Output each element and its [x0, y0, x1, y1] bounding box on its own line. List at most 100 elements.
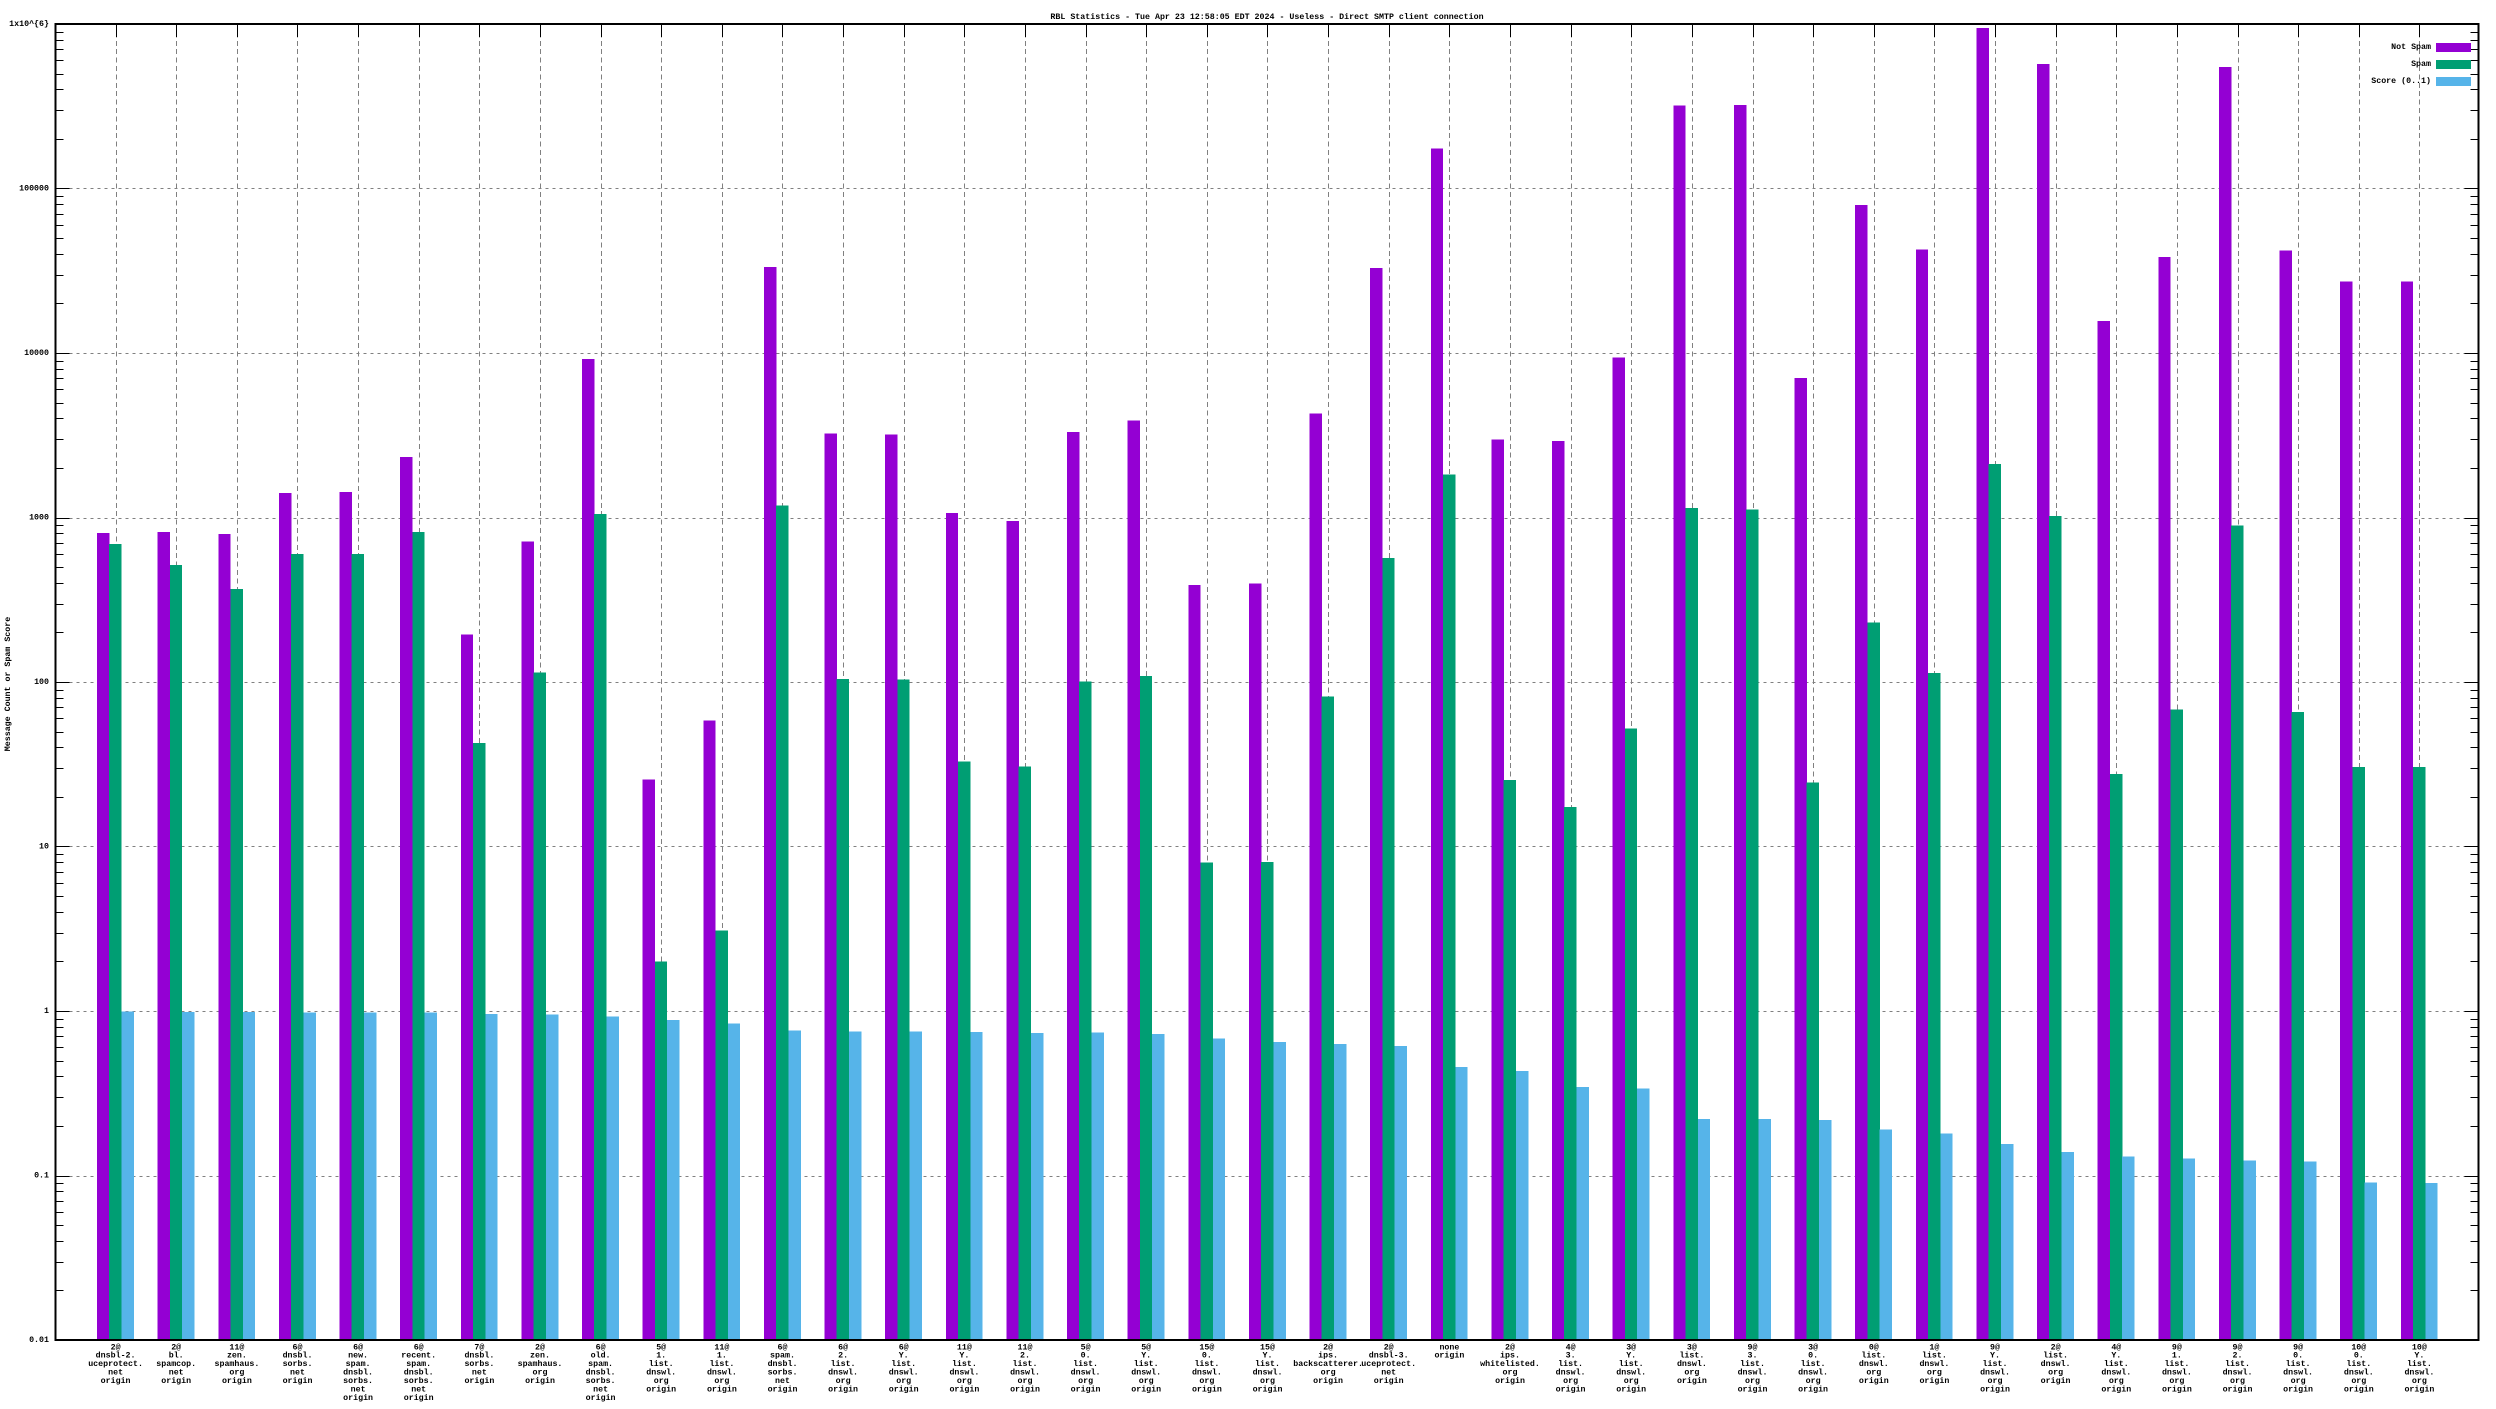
svg-text:origin: origin — [101, 1376, 131, 1386]
svg-text:origin: origin — [1374, 1376, 1404, 1386]
svg-text:9@: 9@ — [1990, 1342, 2000, 1352]
svg-text:sorbs.: sorbs. — [343, 1376, 373, 1386]
svg-text:org: org — [2291, 1377, 2306, 1386]
svg-text:org: org — [714, 1377, 729, 1386]
svg-text:origin: origin — [586, 1393, 616, 1403]
svg-text:origin: origin — [1798, 1384, 1828, 1394]
svg-text:zen.: zen. — [227, 1352, 247, 1361]
svg-text:9@: 9@ — [2233, 1342, 2243, 1352]
svg-text:dnswl.: dnswl. — [1192, 1368, 1222, 1378]
svg-text:2.: 2. — [2233, 1352, 2243, 1361]
svg-text:1.: 1. — [717, 1352, 727, 1361]
svg-text:Y.: Y. — [1990, 1352, 2000, 1361]
svg-text:org: org — [2412, 1377, 2427, 1386]
svg-text:dnswl.: dnswl. — [2162, 1368, 2192, 1378]
svg-text:origin: origin — [161, 1376, 191, 1386]
svg-text:none: none — [1439, 1343, 1459, 1352]
svg-text:dnswl.: dnswl. — [949, 1368, 979, 1378]
svg-text:dnswl.: dnswl. — [1980, 1368, 2010, 1378]
svg-text:2@: 2@ — [2051, 1342, 2061, 1352]
svg-text:dnswl.: dnswl. — [1919, 1359, 1949, 1369]
svg-text:0.: 0. — [1202, 1352, 1212, 1361]
svg-text:Y.: Y. — [2414, 1352, 2424, 1361]
svg-text:1000: 1000 — [29, 514, 49, 523]
svg-text:spam.: spam. — [406, 1360, 431, 1369]
svg-text:whitelisted.: whitelisted. — [1480, 1359, 1540, 1369]
svg-text:6@: 6@ — [596, 1342, 606, 1352]
svg-text:spam.: spam. — [588, 1360, 613, 1369]
svg-text:list.: list. — [2164, 1359, 2189, 1369]
svg-text:list.: list. — [2407, 1359, 2432, 1369]
svg-text:list.: list. — [1013, 1359, 1038, 1369]
svg-text:spam.: spam. — [346, 1360, 371, 1369]
svg-text:old.: old. — [591, 1351, 611, 1361]
svg-text:6@: 6@ — [899, 1342, 909, 1352]
svg-text:net: net — [108, 1369, 123, 1378]
svg-text:11@: 11@ — [957, 1342, 972, 1352]
svg-text:dnswl.: dnswl. — [1253, 1368, 1283, 1378]
svg-text:org: org — [1745, 1377, 1760, 1386]
svg-text:9@: 9@ — [1748, 1342, 1758, 1352]
svg-text:ips.: ips. — [1500, 1351, 1520, 1361]
svg-text:dnswl.: dnswl. — [1798, 1368, 1828, 1378]
svg-text:origin: origin — [464, 1376, 494, 1386]
svg-text:net: net — [472, 1369, 487, 1378]
svg-text:uceprotect.: uceprotect. — [88, 1360, 143, 1369]
svg-text:list.: list. — [1801, 1359, 1826, 1369]
svg-text:origin: origin — [889, 1384, 919, 1394]
svg-text:spamhaus.: spamhaus. — [214, 1359, 259, 1369]
svg-text:dnswl.: dnswl. — [1010, 1368, 1040, 1378]
svg-text:Y.: Y. — [1141, 1352, 1151, 1361]
svg-text:0.: 0. — [2293, 1352, 2303, 1361]
svg-text:list.: list. — [891, 1359, 916, 1369]
svg-text:dnsbl.: dnsbl. — [464, 1351, 494, 1361]
svg-text:origin: origin — [1980, 1384, 2010, 1394]
svg-text:new.: new. — [348, 1352, 368, 1361]
svg-text:list.: list. — [1922, 1351, 1947, 1361]
svg-text:Score (0..1): Score (0..1) — [2371, 76, 2431, 86]
svg-text:2.: 2. — [1020, 1352, 1030, 1361]
svg-text:dnsbl.: dnsbl. — [343, 1368, 373, 1378]
svg-text:ips.: ips. — [1318, 1351, 1338, 1361]
svg-text:9@: 9@ — [2293, 1342, 2303, 1352]
svg-text:net: net — [1381, 1369, 1396, 1378]
svg-text:6@: 6@ — [353, 1342, 363, 1352]
svg-text:100: 100 — [34, 678, 49, 687]
svg-text:11@: 11@ — [714, 1342, 729, 1352]
svg-text:dnswl.: dnswl. — [1071, 1368, 1101, 1378]
svg-text:10@: 10@ — [2412, 1342, 2427, 1352]
svg-text:5@: 5@ — [656, 1342, 666, 1352]
svg-text:origin: origin — [2283, 1384, 2313, 1394]
svg-text:3@: 3@ — [1626, 1342, 1636, 1352]
svg-text:6@: 6@ — [838, 1342, 848, 1352]
svg-text:org: org — [1927, 1369, 1942, 1378]
svg-text:org: org — [836, 1377, 851, 1386]
svg-text:dnsbl.: dnsbl. — [586, 1368, 616, 1378]
svg-text:bl.: bl. — [169, 1351, 184, 1361]
svg-text:dnswl.: dnswl. — [1556, 1368, 1586, 1378]
svg-text:org: org — [229, 1369, 244, 1378]
svg-text:zen.: zen. — [530, 1352, 550, 1361]
svg-text:Message Count or Spam Score: Message Count or Spam Score — [4, 617, 13, 751]
svg-text:Y.: Y. — [1626, 1352, 1636, 1361]
svg-text:dnswl.: dnswl. — [2101, 1368, 2131, 1378]
svg-text:origin: origin — [1859, 1376, 1889, 1386]
svg-text:10@: 10@ — [2351, 1342, 2366, 1352]
svg-text:0.: 0. — [1081, 1352, 1091, 1361]
svg-text:4@: 4@ — [2111, 1342, 2121, 1352]
svg-text:7@: 7@ — [474, 1342, 484, 1352]
svg-text:dnswl.: dnswl. — [2344, 1368, 2374, 1378]
svg-text:6@: 6@ — [778, 1342, 788, 1352]
svg-text:list.: list. — [1194, 1359, 1219, 1369]
svg-text:3.: 3. — [1748, 1352, 1758, 1361]
svg-text:origin: origin — [2223, 1384, 2253, 1394]
svg-text:origin: origin — [646, 1384, 676, 1394]
svg-text:6@: 6@ — [414, 1342, 424, 1352]
svg-text:origin: origin — [1738, 1384, 1768, 1394]
svg-text:list.: list. — [2104, 1359, 2129, 1369]
svg-text:origin: origin — [525, 1376, 555, 1386]
svg-text:dnswl.: dnswl. — [1677, 1359, 1707, 1369]
svg-text:org: org — [654, 1377, 669, 1386]
svg-text:org: org — [2230, 1377, 2245, 1386]
svg-text:list.: list. — [1558, 1359, 1583, 1369]
